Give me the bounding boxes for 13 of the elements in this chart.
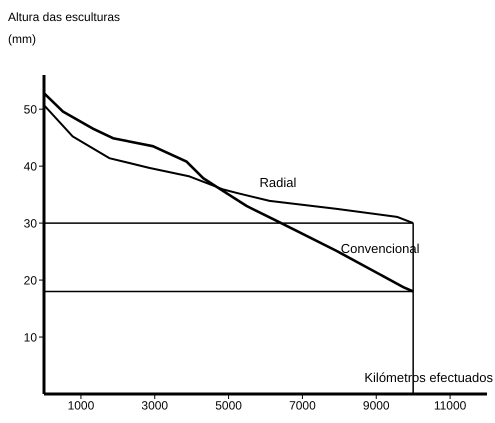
y-tick-label: 30	[24, 216, 38, 230]
x-tick-label: 3000	[141, 398, 168, 413]
y-tick-label: 10	[24, 330, 38, 344]
x-tick-label: 9000	[362, 398, 390, 413]
x-tick-label: 7000	[289, 398, 316, 413]
y-tick-label: 50	[24, 102, 38, 116]
y-tick-label: 20	[24, 273, 38, 288]
x-tick-label: 5000	[215, 398, 242, 413]
y-tick-label: 40	[24, 159, 38, 174]
y-axis-title: Altura das esculturas (mm)	[8, 9, 122, 48]
x-tick-label: 11000	[434, 398, 467, 413]
series-label: Radial	[260, 174, 297, 190]
x-tick-label: 1000	[68, 398, 95, 413]
